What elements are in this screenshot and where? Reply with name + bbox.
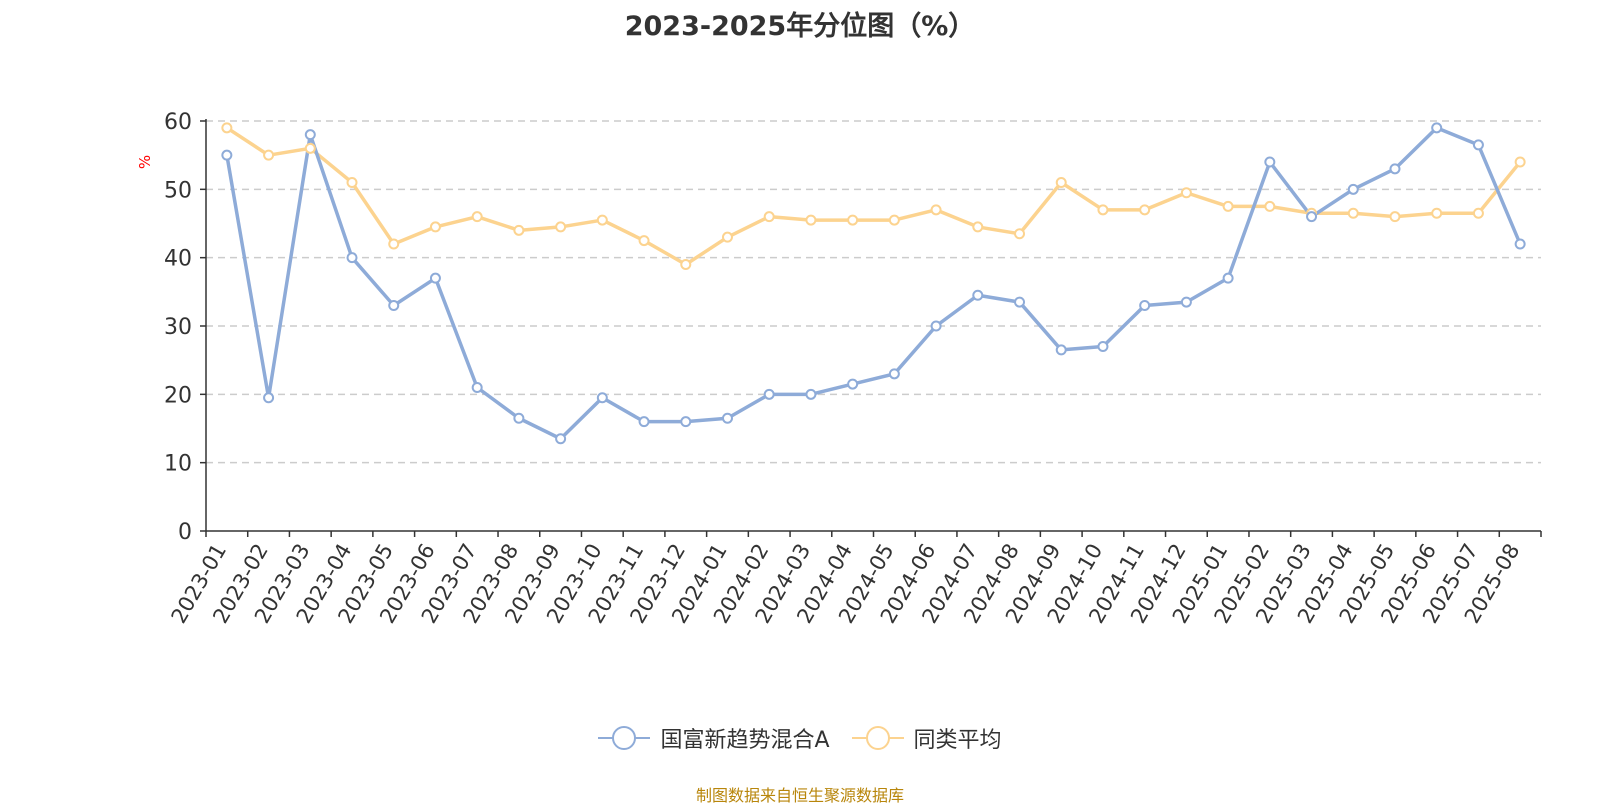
series-0-point <box>972 289 984 301</box>
series-0-point <box>1306 211 1318 223</box>
series-0-point <box>1180 296 1192 308</box>
series-1-point <box>763 211 775 223</box>
series-1-point <box>555 221 567 233</box>
series-0-point <box>1222 272 1234 284</box>
series-1-point <box>972 221 984 233</box>
source-text: 制图数据来自恒生聚源数据库 <box>695 786 904 805</box>
chart-title: 2023-2025年分位图（%） <box>624 11 976 42</box>
series-1-point <box>1097 204 1109 216</box>
series-0-point <box>304 129 316 141</box>
series-1-point <box>930 204 942 216</box>
y-tick-label: 40 <box>164 247 192 272</box>
series-1-point <box>1347 207 1359 219</box>
series-0-point <box>721 412 733 424</box>
series-0-point <box>930 320 942 332</box>
series-1-point <box>847 214 859 226</box>
series-0-point <box>429 272 441 284</box>
y-tick-label: 0 <box>178 520 192 545</box>
legend-item-series-0[interactable]: 国富新趋势混合A <box>598 722 830 754</box>
series-1-point <box>1514 156 1526 168</box>
series-0-point <box>1389 163 1401 175</box>
series-0-point <box>388 300 400 311</box>
series-1-point <box>429 221 441 233</box>
series-0-point <box>1055 344 1067 356</box>
series-0-point <box>1514 238 1526 250</box>
y-tick-label: 50 <box>164 178 192 203</box>
series-0-point <box>1014 296 1026 308</box>
series-1-point <box>1139 204 1151 216</box>
series-1-point <box>1180 187 1192 199</box>
series-0-point <box>763 388 775 400</box>
legend-item-series-1[interactable]: 同类平均 <box>851 722 1002 754</box>
series-1-point <box>888 214 900 226</box>
series-0-point <box>1347 183 1359 195</box>
series-1-point <box>263 149 275 161</box>
series-1-point <box>638 235 650 247</box>
series-0-point <box>346 252 358 264</box>
legend-symbol-series-0 <box>598 725 651 751</box>
series-0-point <box>847 378 859 390</box>
series-0-point <box>888 368 900 380</box>
series-0-point <box>1431 122 1443 134</box>
series-line-1 <box>225 126 1522 267</box>
series-1-point <box>1431 207 1443 219</box>
series-0-point <box>555 433 567 445</box>
series-0-point <box>1097 341 1109 352</box>
y-tick-label: 30 <box>164 315 192 340</box>
series-0-point <box>680 416 692 428</box>
series-line-0 <box>225 126 1522 441</box>
series-1-point <box>680 259 692 270</box>
y-tick-label: 10 <box>164 452 192 477</box>
series-0-point <box>1264 156 1276 168</box>
series-1-point <box>304 142 316 154</box>
series-1-point <box>346 177 358 188</box>
y-tick-label: 60 <box>164 110 192 135</box>
series-1-point <box>1472 207 1484 219</box>
series-0-point <box>805 388 817 400</box>
series-1-point <box>513 224 525 236</box>
legend-label-series-1: 同类平均 <box>913 728 1002 753</box>
series-1-point <box>471 211 483 223</box>
legend: 国富新趋势混合A 同类平均 <box>0 722 1600 754</box>
series-1-point <box>1222 200 1234 212</box>
series-0-point <box>1472 139 1484 151</box>
series-0-point <box>513 412 525 424</box>
series-1-point <box>1014 228 1026 240</box>
series-0-point <box>471 382 483 393</box>
y-tick-label: 20 <box>164 383 192 408</box>
series-1-point <box>1264 200 1276 212</box>
series-0-point <box>638 416 650 428</box>
legend-symbol-series-1 <box>851 725 904 751</box>
series-0-point <box>221 149 233 161</box>
legend-label-series-0: 国富新趋势混合A <box>660 728 830 753</box>
series-1-point <box>805 214 817 226</box>
series-1-point <box>596 214 608 226</box>
series-1-point <box>1055 177 1067 188</box>
series-1-point <box>721 231 733 243</box>
series-0-point <box>596 392 608 404</box>
series-1-point <box>1389 211 1401 223</box>
y-axis-label: % <box>136 155 154 169</box>
series-0-point <box>1139 300 1151 311</box>
series-1-point <box>221 122 233 134</box>
series-1-point <box>388 238 400 250</box>
series-0-point <box>263 392 275 404</box>
